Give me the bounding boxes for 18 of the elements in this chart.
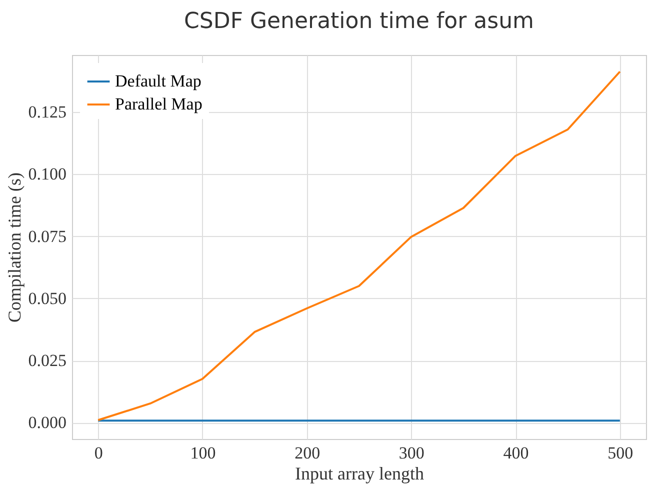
x-tick-label: 500 bbox=[608, 444, 634, 462]
y-axis-title: Compilation time (s) bbox=[4, 172, 24, 322]
line-series bbox=[97, 70, 621, 422]
y-tick-label: 0.100 bbox=[28, 164, 66, 184]
x-tick-label: 0 bbox=[94, 444, 103, 462]
x-tick-label: 200 bbox=[294, 444, 320, 462]
y-tick-label: 0.075 bbox=[28, 226, 66, 246]
legend-label: Default Map bbox=[115, 72, 202, 90]
chart-title: CSDF Generation time for asum bbox=[184, 9, 534, 34]
y-tick-label: 0.000 bbox=[28, 413, 66, 432]
y-tick-label: 0.025 bbox=[28, 351, 66, 370]
x-tick-label: 300 bbox=[398, 444, 424, 462]
y-tick-label: 0.050 bbox=[28, 288, 66, 308]
legend-label: Parallel Map bbox=[115, 94, 202, 114]
y-tick-label: 0.125 bbox=[28, 102, 66, 122]
x-tick-label: 100 bbox=[190, 444, 216, 462]
x-tick-label: 400 bbox=[503, 444, 529, 462]
x-axis-title: Input array length bbox=[295, 464, 424, 484]
